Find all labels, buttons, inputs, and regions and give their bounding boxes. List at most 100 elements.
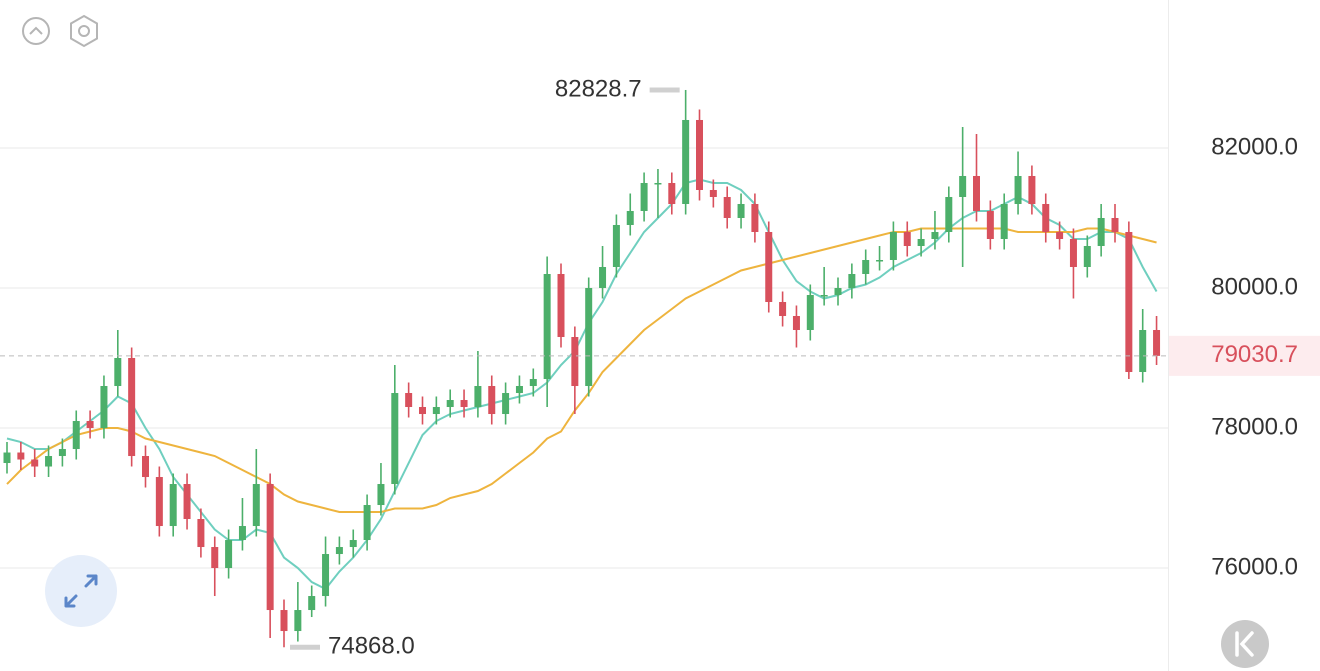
candle-body (696, 119, 703, 190)
candle-body (640, 182, 648, 211)
candle-body (1097, 217, 1105, 246)
candle-body (529, 379, 537, 387)
candle-body (1111, 217, 1119, 232)
candle-body (585, 288, 593, 387)
expand-icon (64, 574, 98, 608)
settings-dot (78, 25, 90, 37)
candle-body (903, 231, 911, 246)
collapse-chevron (29, 26, 43, 35)
candle-body (1042, 203, 1050, 232)
collapse-button[interactable] (22, 17, 50, 45)
candle-body (876, 259, 884, 262)
candle-body (100, 386, 108, 429)
candle-body (820, 295, 828, 297)
candle-body (668, 182, 676, 204)
candle-body (599, 266, 607, 289)
y-tick-label: 82000.0 (1211, 133, 1298, 160)
expand-button[interactable] (45, 555, 117, 627)
candle-body (58, 449, 66, 457)
candle-body (931, 231, 939, 239)
candle-body (308, 596, 316, 611)
ma-line (6, 227, 1157, 514)
candle-body (557, 274, 565, 338)
candle-body (1153, 330, 1161, 356)
candle-body (1014, 175, 1022, 204)
candle-body (654, 182, 662, 185)
back-icon (1235, 631, 1254, 657)
ma-line (6, 178, 1158, 591)
candle-body (238, 526, 246, 541)
candle-body (419, 407, 426, 415)
candle-body (973, 175, 980, 211)
candle-body (391, 393, 399, 485)
candle-body (280, 610, 288, 632)
candle-body (432, 407, 440, 415)
candle-body (986, 210, 994, 239)
candle-body (709, 189, 717, 197)
candle-body (322, 554, 330, 597)
settings-button[interactable] (70, 14, 98, 48)
candle-body (806, 295, 814, 331)
candle-body (72, 421, 80, 450)
candle-body (502, 393, 510, 415)
candle-body (515, 386, 523, 394)
candle-body (155, 477, 163, 527)
candle-body (765, 231, 773, 303)
candle-body (211, 547, 219, 569)
max-label: 82828.7 (555, 75, 642, 102)
candle-body (335, 547, 343, 555)
candle-body (889, 231, 897, 260)
candle-body (1000, 203, 1008, 239)
candle-body (862, 259, 870, 275)
candle-body (17, 452, 25, 460)
candle-body (848, 274, 856, 289)
candle-body (723, 196, 731, 218)
candle-body (197, 519, 205, 548)
candle-body (405, 393, 413, 408)
candle-body (626, 210, 634, 225)
candle-body (3, 452, 11, 464)
back-button[interactable] (1221, 620, 1269, 668)
candle-body (1083, 245, 1091, 267)
candle-body (114, 358, 122, 387)
candle-body (1069, 238, 1077, 267)
candle-body (474, 386, 482, 408)
annotations: 82828.7 74868.0 79030.7 (0, 75, 1320, 660)
last-price-bg (1169, 335, 1320, 376)
candle-body (183, 484, 191, 520)
expand-bg[interactable] (45, 555, 117, 627)
candle-body (571, 337, 579, 387)
candle-body (45, 456, 53, 467)
candle-body (1125, 231, 1133, 373)
candle-body (834, 288, 842, 296)
candle-body (1028, 175, 1036, 204)
candle-body (294, 610, 302, 632)
candle-body (1139, 330, 1147, 373)
candle-body (488, 386, 496, 415)
candle-body (363, 505, 371, 541)
back-bg[interactable] (1221, 620, 1269, 668)
candle-body (252, 484, 260, 527)
candle-body (266, 484, 274, 611)
y-tick-label: 80000.0 (1211, 273, 1298, 300)
candle-body (225, 540, 233, 569)
min-label: 74868.0 (328, 633, 415, 660)
y-tick-label: 76000.0 (1211, 553, 1298, 580)
candle-body (682, 119, 690, 204)
candle-body (1056, 231, 1064, 239)
candle-body (612, 224, 620, 267)
candle-body (917, 238, 925, 246)
settings-icon[interactable] (70, 14, 98, 48)
candle-body (128, 358, 136, 457)
candle-body (446, 400, 454, 408)
candle-body (737, 203, 745, 218)
candle-body (31, 459, 39, 467)
candles (3, 89, 1161, 648)
moving-averages (6, 178, 1158, 591)
collapse-icon[interactable] (22, 17, 50, 45)
candle-body (142, 456, 149, 478)
candle-body (543, 274, 551, 380)
candle-body (169, 484, 177, 527)
candle-body (945, 196, 953, 232)
